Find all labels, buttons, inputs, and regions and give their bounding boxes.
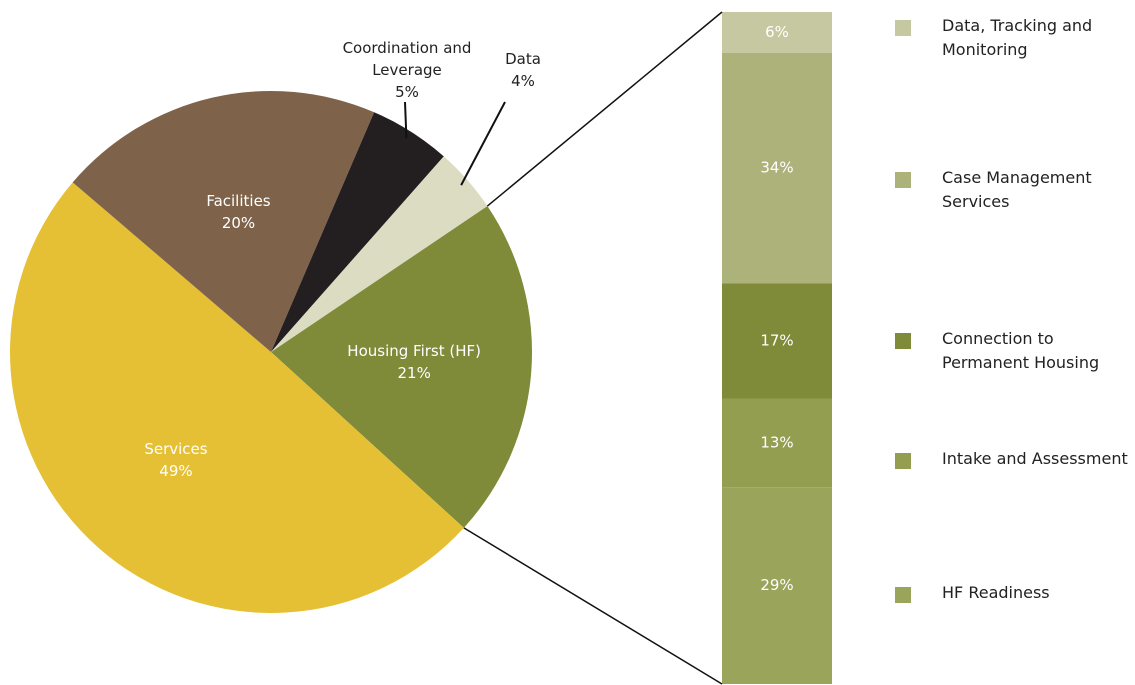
legend-swatch xyxy=(895,20,911,36)
slice-value: 4% xyxy=(511,72,535,90)
legend-label: Data, Tracking and Monitoring xyxy=(942,16,1093,59)
slice-name: Housing First (HF) xyxy=(347,342,481,361)
bar-label: 13% xyxy=(760,434,793,452)
pie-slice xyxy=(271,112,444,352)
slice-name: Services xyxy=(144,439,208,458)
slice-value: 20% xyxy=(221,214,256,233)
pie-slice xyxy=(271,206,532,528)
bar-segment xyxy=(722,12,832,53)
legend-swatch xyxy=(895,172,911,188)
pie-slice xyxy=(271,156,488,352)
connector-line xyxy=(463,527,723,685)
slice-label: Housing First (HF) 21% xyxy=(339,340,489,384)
slice-name: Facilities xyxy=(206,192,271,211)
slice-name: Data xyxy=(505,50,541,68)
slice-label: Facilities 20% xyxy=(163,190,313,234)
bar-segment xyxy=(722,398,832,488)
pie-slice xyxy=(10,182,464,613)
slice-label: Services 49% xyxy=(101,438,251,482)
bar-segment xyxy=(722,283,832,399)
slice-name: Coordination and Leverage xyxy=(342,39,472,79)
slice-value: 5% xyxy=(395,83,419,101)
legend-label: Connection to Permanent Housing xyxy=(942,329,1100,372)
slice-value: 49% xyxy=(159,461,193,480)
legend-swatch xyxy=(895,333,911,349)
leader-line xyxy=(460,101,506,186)
legend-swatch xyxy=(895,587,911,603)
legend-swatch xyxy=(895,453,911,469)
legend-label: Intake and Assessment xyxy=(942,449,1128,468)
legend-label: Case Management Services xyxy=(942,168,1092,211)
bar-segment xyxy=(722,487,832,684)
slice-label: Coordination and Leverage 5% xyxy=(332,37,482,103)
legend-label: HF Readiness xyxy=(942,583,1050,602)
pie-slice xyxy=(72,90,375,352)
connector-line xyxy=(486,11,723,207)
bar-label: 34% xyxy=(760,159,793,177)
slice-label: Data 4% xyxy=(448,48,598,92)
bar-label: 17% xyxy=(760,332,793,350)
bar-segment xyxy=(722,52,832,284)
leader-line xyxy=(404,101,408,139)
bar-label: 29% xyxy=(760,576,793,594)
bar-label: 6% xyxy=(765,23,789,41)
slice-value: 21% xyxy=(397,364,431,383)
